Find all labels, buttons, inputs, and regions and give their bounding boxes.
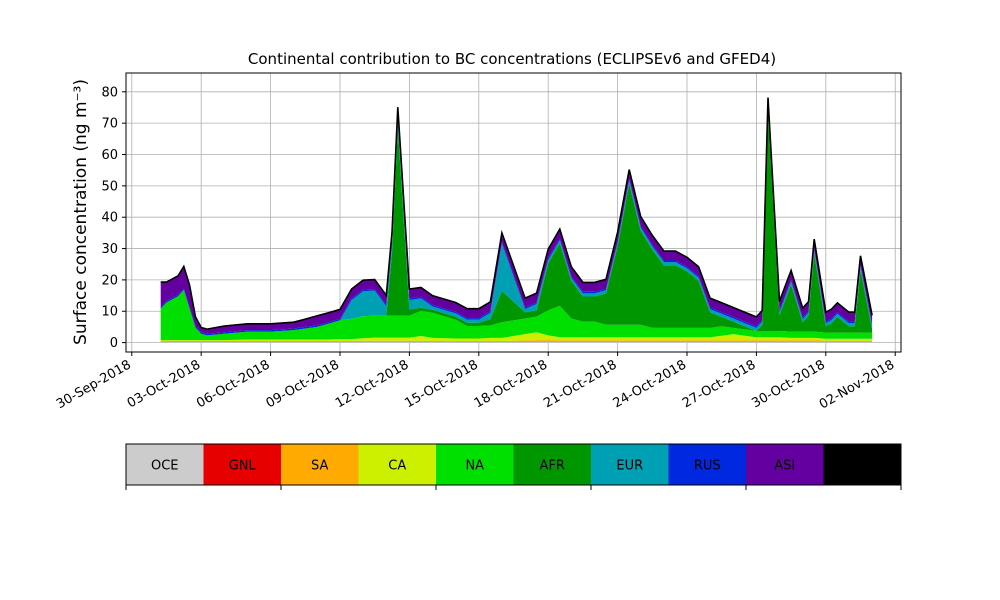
area-series-sa (160, 340, 873, 342)
area-series-rus (160, 106, 873, 336)
colorbar-frame (125, 443, 902, 486)
axes (125, 72, 902, 353)
colorbar-swatch-na (436, 444, 514, 485)
x-tick-label: 30-Sep-2018 (54, 357, 134, 412)
y-tick-label: 80 (101, 85, 118, 100)
y-tick-label: 60 (101, 148, 118, 163)
colorbar-label-rus: RUS (694, 459, 721, 474)
colorbar-swatch-ca (358, 444, 436, 485)
colorbar-label-oce: OCE (151, 459, 179, 474)
area-series-afr (160, 111, 873, 336)
y-tick-label: 40 (101, 211, 118, 226)
x-tick-label: 15-Oct-2018 (402, 357, 480, 411)
axes-frame (125, 72, 902, 353)
colorbar-swatch-afr (513, 444, 591, 485)
colorbar-label-afr: AFR (540, 459, 565, 474)
area-series-ca (160, 332, 873, 341)
x-axis-ticks: 30-Sep-201803-Oct-201806-Oct-201809-Oct-… (54, 352, 897, 412)
y-tick-label: 30 (101, 242, 118, 257)
y-tick-label: 10 (101, 305, 118, 320)
x-tick-label: 27-Oct-2018 (680, 357, 758, 411)
colorbar-swatch-oce (126, 444, 204, 485)
y-tick-label: 20 (101, 273, 118, 288)
colorbar-label-eur: EUR (616, 459, 643, 474)
colorbar-label-ca: CA (388, 459, 406, 474)
colorbar-swatch-gnl (203, 444, 281, 485)
x-tick-label: 18-Oct-2018 (472, 357, 550, 411)
area-series-oce (160, 342, 873, 343)
y-tick-label: 0 (110, 336, 118, 351)
x-tick-label: 02-Nov-2018 (817, 357, 897, 412)
x-tick-label: 06-Oct-2018 (194, 357, 272, 411)
colorbar-legend: OCE GNL SA CA NA AFR EUR RUS ASI AUS (125, 443, 902, 490)
x-tick-label: 30-Oct-2018 (749, 357, 827, 411)
y-tick-label: 70 (101, 117, 118, 132)
colorbar-label-gnl: GNL (229, 459, 257, 474)
x-tick-label: 24-Oct-2018 (611, 357, 689, 411)
colorbar-swatch-rus (668, 444, 746, 485)
colorbar-swatch-eur (591, 444, 669, 485)
colorbar-swatch-sa (281, 444, 359, 485)
x-tick-label: 09-Oct-2018 (264, 357, 342, 411)
y-axis-label: Surface concentration (ng m⁻³) (71, 79, 91, 345)
colorbar-swatch-asi (746, 444, 824, 485)
x-tick-label: 03-Oct-2018 (125, 357, 203, 411)
stacked-areas (160, 97, 873, 343)
y-tick-label: 50 (101, 179, 118, 194)
total-outline (160, 97, 873, 330)
colorbar-label-na: NA (465, 459, 484, 474)
area-series-eur (160, 108, 873, 336)
colorbar-label-asi: ASI (774, 459, 795, 474)
x-tick-label: 12-Oct-2018 (333, 357, 411, 411)
y-axis-ticks: 0 10 20 30 40 50 60 70 80 (101, 85, 126, 351)
chart-title: Continental contribution to BC concentra… (248, 50, 776, 68)
area-series-asi (160, 97, 873, 334)
total-line (160, 97, 873, 330)
x-tick-label: 21-Oct-2018 (541, 357, 619, 411)
colorbar-swatch-aus (823, 444, 901, 485)
area-series-na (160, 289, 873, 341)
colorbar-label-aus: AUS (849, 459, 876, 474)
colorbar-label-sa: SA (311, 459, 328, 474)
